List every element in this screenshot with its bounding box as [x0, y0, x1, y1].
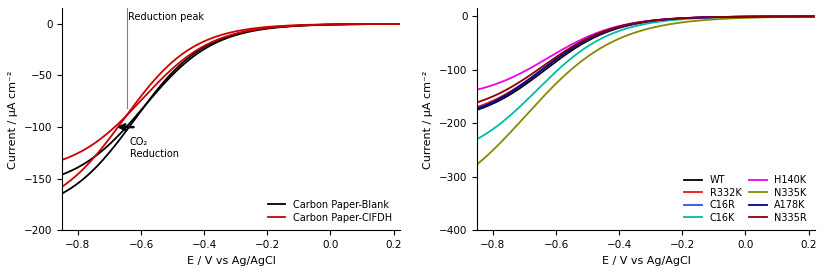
H140K	[672, 17, 681, 20]
C16R	[810, 15, 820, 18]
C16K	[472, 138, 482, 141]
C16K	[559, 63, 569, 66]
C16R	[698, 16, 708, 19]
WT	[559, 54, 569, 57]
N335K	[810, 15, 820, 18]
A178K	[672, 17, 681, 20]
A178K	[810, 15, 820, 18]
N335R	[810, 15, 820, 18]
A178K	[532, 72, 542, 75]
Line: H140K: H140K	[477, 16, 815, 90]
Y-axis label: Current / μA cm⁻²: Current / μA cm⁻²	[8, 70, 18, 169]
R332K	[726, 15, 736, 18]
WT	[672, 17, 681, 21]
C16K	[726, 16, 736, 19]
Legend: WT, R332K, C16R, C16K, H140K, N335K, A178K, N335R: WT, R332K, C16R, C16K, H140K, N335K, A17…	[681, 172, 810, 226]
N335K	[532, 102, 542, 105]
C16K	[698, 16, 708, 20]
C16K	[672, 18, 681, 21]
C16R	[672, 17, 681, 20]
C16R	[472, 107, 482, 110]
A178K	[726, 15, 736, 18]
H140K	[472, 88, 482, 91]
Line: A178K: A178K	[477, 16, 815, 109]
C16K	[810, 15, 820, 18]
N335K	[625, 33, 635, 36]
C16K	[625, 26, 635, 29]
N335R	[625, 22, 635, 26]
H140K	[559, 47, 569, 50]
WT	[532, 74, 542, 78]
Text: Reduction peak: Reduction peak	[128, 12, 204, 22]
H140K	[698, 16, 708, 19]
N335K	[472, 163, 482, 166]
R332K	[698, 16, 708, 19]
R332K	[559, 52, 569, 55]
N335R	[532, 69, 542, 72]
X-axis label: E / V vs Ag/AgCl: E / V vs Ag/AgCl	[187, 256, 275, 266]
N335R	[698, 16, 708, 19]
Line: R332K: R332K	[477, 16, 815, 107]
R332K	[625, 23, 635, 26]
C16R	[532, 72, 542, 75]
Line: N335K: N335K	[477, 17, 815, 164]
WT	[472, 108, 482, 112]
A178K	[698, 16, 708, 19]
N335R	[726, 15, 736, 18]
R332K	[472, 105, 482, 109]
A178K	[472, 107, 482, 110]
N335K	[698, 19, 708, 22]
H140K	[726, 15, 736, 18]
C16K	[532, 89, 542, 92]
N335K	[559, 74, 569, 78]
N335R	[559, 50, 569, 53]
H140K	[810, 15, 820, 18]
WT	[810, 15, 820, 18]
C16R	[625, 23, 635, 26]
R332K	[810, 15, 820, 18]
Line: C16K: C16K	[477, 16, 815, 139]
N335R	[672, 17, 681, 20]
WT	[698, 16, 708, 19]
N335K	[726, 17, 736, 20]
Y-axis label: Current / μA cm⁻²: Current / μA cm⁻²	[424, 70, 434, 169]
WT	[625, 24, 635, 27]
A178K	[625, 23, 635, 26]
R332K	[672, 17, 681, 20]
C16R	[559, 52, 569, 55]
H140K	[532, 63, 542, 66]
R332K	[532, 72, 542, 75]
N335R	[472, 101, 482, 104]
WT	[726, 15, 736, 19]
A178K	[559, 52, 569, 55]
Line: WT: WT	[477, 16, 815, 110]
Line: N335R: N335R	[477, 16, 815, 102]
C16R	[726, 15, 736, 18]
H140K	[625, 22, 635, 25]
X-axis label: E / V vs Ag/AgCl: E / V vs Ag/AgCl	[601, 256, 691, 266]
Text: CO₂
Reduction: CO₂ Reduction	[130, 138, 179, 159]
Line: C16R: C16R	[477, 16, 815, 109]
Legend: Carbon Paper-Blank, Carbon Paper-ClFDH: Carbon Paper-Blank, Carbon Paper-ClFDH	[265, 197, 395, 226]
N335K	[672, 22, 681, 25]
